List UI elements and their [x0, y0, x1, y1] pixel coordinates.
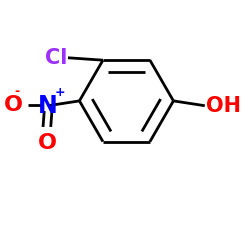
Text: +: +	[54, 86, 65, 99]
Text: O: O	[38, 133, 56, 153]
Text: OH: OH	[206, 96, 241, 116]
Text: -: -	[14, 86, 20, 98]
Text: O: O	[4, 94, 23, 114]
Text: Cl: Cl	[45, 48, 67, 68]
Text: N: N	[38, 94, 58, 118]
